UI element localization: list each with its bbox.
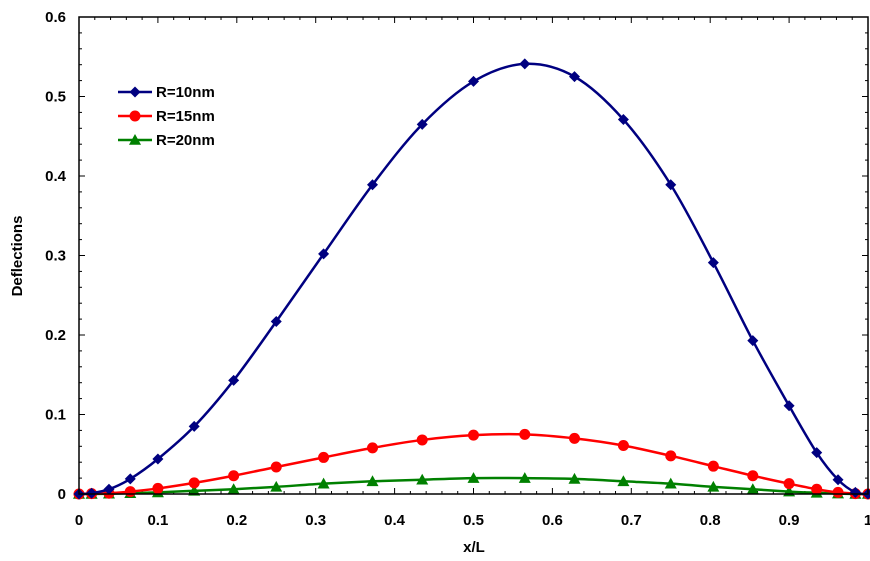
- x-tick-labels: 0 0.1 0.2 0.3 0.4 0.5 0.6 0.7 0.8 0.9 1: [75, 512, 870, 529]
- y-tick-label: 0: [58, 486, 66, 503]
- data-point-r-15nm: [617, 440, 629, 452]
- y-tick-labels: 0 0.1 0.2 0.3 0.4 0.5 0.6: [45, 9, 67, 503]
- x-tick-label: 0.6: [542, 512, 563, 529]
- data-point-r-10nm: [707, 257, 719, 269]
- data-point-r-10nm: [665, 179, 677, 191]
- legend-marker: [129, 134, 141, 145]
- data-point-r-20nm: [518, 472, 531, 483]
- data-point-r-20nm: [317, 477, 330, 489]
- data-point-r-10nm: [617, 114, 629, 126]
- data-point-r-10nm: [188, 420, 200, 432]
- data-point-r-20nm: [366, 475, 379, 487]
- data-point-r-10nm: [124, 473, 136, 485]
- data-point-r-10nm: [86, 487, 98, 499]
- legend: R=10nm R=15nm R=20nm: [118, 84, 215, 149]
- data-point-r-10nm: [367, 179, 379, 191]
- data-point-r-15nm: [228, 470, 240, 482]
- data-point-r-15nm: [367, 442, 379, 454]
- legend-label: R=10nm: [156, 84, 215, 101]
- legend-item-r-15nm: R=15nm: [118, 108, 215, 125]
- data-point-r-15nm: [707, 460, 719, 472]
- x-tick-label: 0.4: [384, 512, 406, 529]
- data-point-r-15nm: [665, 450, 677, 462]
- x-tick-label: 0.5: [463, 512, 484, 529]
- legend-marker: [129, 86, 141, 98]
- data-point-r-15nm: [124, 486, 136, 498]
- data-point-r-20nm: [707, 480, 720, 492]
- x-tick-label: 1: [864, 512, 870, 529]
- data-point-r-15nm: [270, 461, 282, 473]
- data-point-r-10nm: [849, 486, 861, 498]
- legend-label: R=15nm: [156, 108, 215, 125]
- series-r-10nm: [73, 58, 870, 500]
- data-point-r-20nm: [617, 475, 630, 487]
- data-point-r-20nm: [664, 477, 677, 489]
- data-point-r-20nm: [467, 472, 480, 483]
- data-point-r-20nm: [568, 472, 581, 484]
- legend-item-r-10nm: R=10nm: [118, 84, 215, 101]
- x-tick-label: 0.8: [700, 512, 721, 529]
- data-point-r-10nm: [747, 335, 759, 347]
- data-point-r-10nm: [318, 248, 330, 260]
- series-line-r-10nm: [78, 62, 869, 496]
- data-point-r-10nm: [519, 58, 531, 70]
- data-point-r-20nm: [416, 473, 429, 485]
- data-point-r-10nm: [568, 71, 580, 83]
- x-tick-label: 0.7: [621, 512, 642, 529]
- data-point-r-20nm: [227, 483, 240, 495]
- data-point-r-15nm: [568, 432, 580, 444]
- x-tick-label: 0.9: [779, 512, 800, 529]
- data-point-r-10nm: [811, 447, 823, 459]
- data-point-r-15nm: [783, 478, 795, 490]
- y-tick-label: 0.1: [45, 407, 66, 424]
- legend-label: R=20nm: [156, 132, 215, 149]
- data-point-r-15nm: [152, 482, 164, 494]
- legend-item-r-20nm: R=20nm: [118, 132, 215, 149]
- data-point-r-10nm: [152, 453, 164, 465]
- data-point-r-15nm: [188, 477, 200, 489]
- data-point-r-15nm: [416, 434, 428, 446]
- data-point-r-20nm: [188, 484, 201, 496]
- data-point-r-15nm: [519, 428, 531, 440]
- data-point-r-10nm: [103, 483, 115, 495]
- data-point-r-10nm: [228, 374, 240, 386]
- y-tick-label: 0.3: [45, 248, 66, 265]
- data-point-r-10nm: [468, 75, 479, 87]
- data-point-r-10nm: [416, 118, 428, 130]
- data-point-r-15nm: [832, 486, 844, 498]
- legend-marker: [129, 110, 141, 122]
- data-point-r-10nm: [270, 315, 282, 327]
- data-point-r-15nm: [811, 483, 823, 495]
- y-tick-label: 0.6: [45, 9, 66, 26]
- x-tick-label: 0.1: [147, 512, 168, 529]
- data-point-r-10nm: [832, 474, 844, 486]
- x-axis-title: x/L: [463, 539, 485, 556]
- y-tick-label: 0.4: [45, 168, 67, 185]
- plot-frame: [78, 16, 869, 495]
- data-point-r-10nm: [783, 400, 795, 412]
- data-point-r-15nm: [468, 429, 479, 441]
- data-point-r-15nm: [318, 451, 330, 463]
- x-tick-label: 0: [75, 512, 83, 529]
- y-axis-title: Deflections: [9, 216, 26, 297]
- y-tick-label: 0.5: [45, 89, 66, 106]
- data-point-r-20nm: [270, 480, 283, 492]
- x-tick-label: 0.3: [305, 512, 326, 529]
- y-tick-label: 0.2: [45, 327, 66, 344]
- x-tick-label: 0.2: [226, 512, 247, 529]
- data-point-r-20nm: [746, 483, 759, 495]
- data-point-r-15nm: [747, 470, 759, 482]
